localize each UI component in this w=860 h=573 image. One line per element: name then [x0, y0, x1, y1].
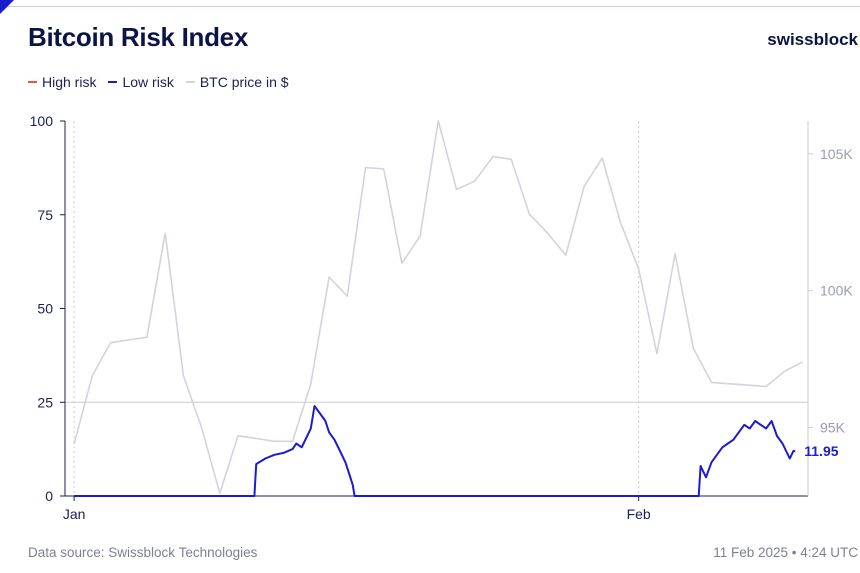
legend-label-high-risk: High risk	[42, 74, 97, 90]
series-line-low-risk	[74, 405, 796, 497]
left-axis-tick-label: 50	[37, 301, 53, 317]
right-axis-tick-label: 100K	[820, 283, 853, 299]
series-line-btc-price-in	[73, 120, 803, 495]
left-axis-tick-label: 0	[45, 488, 53, 504]
legend-label-low-risk: Low risk	[122, 74, 174, 90]
legend-swatch-low-risk	[108, 81, 118, 83]
legend-item-high-risk[interactable]: High risk	[28, 74, 96, 90]
x-axis-tick-label: Jan	[63, 506, 86, 522]
legend-item-low-risk[interactable]: Low risk	[108, 74, 174, 90]
brand-logo: swissblock	[767, 30, 858, 49]
legend-item-btc-price[interactable]: BTC price in $	[185, 74, 289, 90]
x-axis-tick-label: Feb	[627, 506, 651, 522]
legend-swatch-high-risk	[28, 81, 37, 83]
chart-legend: High risk Low risk BTC price in $	[28, 74, 301, 90]
right-axis-tick-label: 95K	[820, 420, 846, 436]
corner-accent	[0, 0, 14, 14]
top-divider	[0, 6, 860, 7]
legend-label-btc-price: BTC price in $	[199, 74, 289, 90]
legend-swatch-btc-price	[185, 81, 195, 83]
last-value-label: 11.95	[804, 443, 838, 459]
left-axis-tick-label: 100	[30, 113, 54, 129]
left-axis-tick-label: 25	[37, 394, 53, 410]
chart-title: Bitcoin Risk Index	[28, 22, 248, 52]
left-axis-tick-label: 75	[37, 207, 53, 223]
timestamp-note: 11 Feb 2025 • 4:24 UTC	[713, 545, 858, 560]
data-source-note: Data source: Swissblock Technologies	[28, 545, 258, 560]
right-axis-tick-label: 105K	[820, 146, 853, 162]
